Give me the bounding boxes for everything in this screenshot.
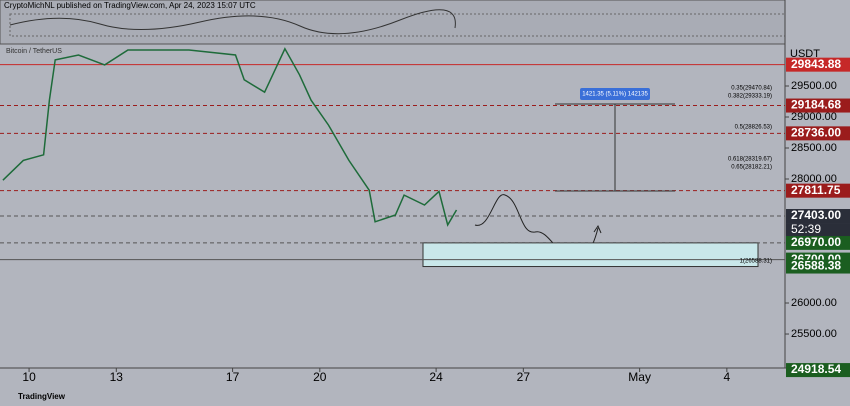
price-label: 24918.54 <box>791 362 841 376</box>
price-label: 28736.00 <box>791 126 841 140</box>
countdown: 52:39 <box>791 222 821 236</box>
currency: USDT <box>790 48 820 60</box>
x-tick-label: 13 <box>110 370 124 384</box>
zone <box>422 242 759 268</box>
price-label: 26970.00 <box>791 235 841 249</box>
price-label: 27403.00 <box>791 208 841 222</box>
price-label-bg <box>786 126 850 141</box>
x-tick-label: 24 <box>429 370 443 384</box>
y-tick-label: 26000.00 <box>791 297 837 309</box>
price-label: 29843.88 <box>791 57 841 71</box>
price-label: 29184.68 <box>791 98 841 112</box>
brand: TradingView <box>18 392 66 401</box>
countdown-bg <box>786 223 850 237</box>
y-tick-label: 25500.00 <box>791 328 837 340</box>
y-tick-label: 28500.00 <box>791 142 837 154</box>
x-tick-label: 4 <box>724 370 731 384</box>
indicator-pane <box>0 0 786 45</box>
price-label-bg <box>786 183 850 198</box>
price-label-bg <box>786 235 850 250</box>
indicator-line <box>9 9 456 35</box>
symbol: Bitcoin / TetherUS <box>6 48 62 55</box>
price-label-bg <box>786 57 850 72</box>
price-label-bg <box>786 209 850 224</box>
x-tick-label: 20 <box>313 370 327 384</box>
fib-label: 0.65(28182.21) <box>731 165 772 171</box>
fib-label: 0.382(29333.19) <box>728 94 772 100</box>
x-tick-label: 10 <box>22 370 36 384</box>
fib-label: 0.35(29470.84) <box>731 86 772 92</box>
price-line <box>2 47 458 227</box>
publisher: CryptoMichNL published on TradingView.co… <box>4 1 256 10</box>
y-tick-label: 29000.00 <box>791 111 837 123</box>
y-tick-label: 28000.00 <box>791 173 837 185</box>
x-tick-label: 27 <box>517 370 531 384</box>
price-label: 26588.38 <box>791 259 841 273</box>
price-label-bg <box>786 363 850 378</box>
y-tick-label: 29500.00 <box>791 80 837 92</box>
projection-arrow <box>593 224 602 234</box>
measure-label: 1421.35 (5.11%) 142135 <box>582 92 648 98</box>
measure-bg <box>580 88 650 100</box>
fib-label: 1(26588.31) <box>740 259 772 265</box>
fib-label: 0.618(28319.67) <box>728 157 772 163</box>
fib-label: 0.5(28826.53) <box>735 125 772 131</box>
x-tick-label: May <box>628 370 651 384</box>
price-label: 27811.75 <box>791 183 841 197</box>
x-tick-label: 17 <box>226 370 240 384</box>
price-label-bg <box>786 259 850 274</box>
price-label-bg <box>786 98 850 113</box>
